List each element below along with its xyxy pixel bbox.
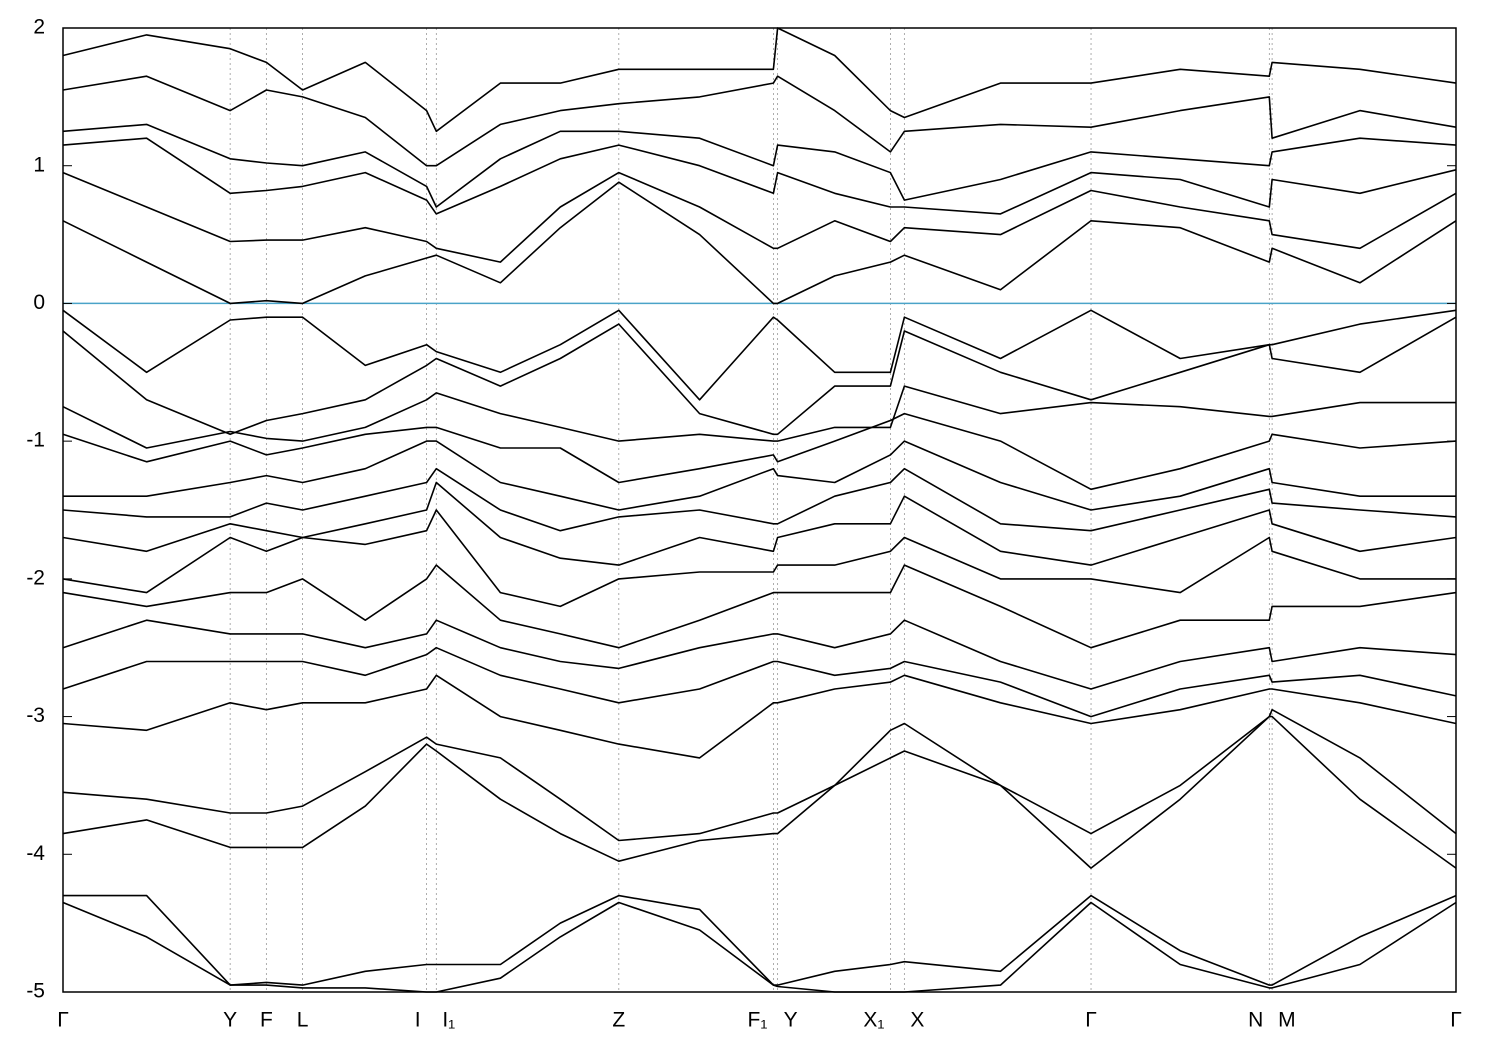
x-tick-label: Y (223, 1009, 237, 1032)
x-tick-label: Γ (57, 1009, 69, 1032)
band-line (62, 619, 1457, 690)
band-line (62, 708, 1457, 842)
band-line (63, 440, 1456, 511)
x-tick-label: Y (784, 1009, 798, 1032)
band-line (62, 564, 1457, 649)
y-tick-label: -3 (26, 704, 45, 727)
band-line (62, 27, 1457, 133)
y-tick-label: -4 (26, 842, 45, 865)
x-tick-label: N (1248, 1009, 1263, 1032)
band-line (62, 137, 1457, 215)
x-tick-label: F₁ (748, 1009, 768, 1032)
y-tick-label: -5 (26, 980, 45, 1003)
plot-frame (62, 27, 1457, 993)
y-tick-label: 0 (33, 291, 45, 314)
band-line (62, 309, 1457, 401)
band-line (62, 509, 1456, 608)
plot-area (62, 27, 1457, 993)
x-tick-label: L (297, 1009, 309, 1032)
band-line (62, 385, 1456, 449)
band-line (62, 123, 1457, 208)
x-tick-label: Γ (1085, 1009, 1097, 1032)
x-tick-label: X₁ (863, 1009, 884, 1032)
band-line (62, 715, 1457, 869)
x-tick-label: I₁ (442, 1009, 455, 1032)
band-line (62, 467, 1457, 532)
band-line (62, 901, 1457, 993)
y-tick-label: 2 (33, 16, 45, 39)
band-line (62, 646, 1457, 718)
band-line (62, 181, 1457, 305)
band-line (62, 75, 1457, 167)
x-tick-label: X (910, 1009, 924, 1032)
band-line (62, 674, 1457, 759)
band-line (62, 316, 1457, 436)
x-tick-label: F (260, 1009, 273, 1032)
x-tick-label: Γ (1450, 1009, 1462, 1032)
band-line (63, 894, 1457, 986)
band-line (62, 171, 1457, 263)
x-tick-label: I (415, 1009, 421, 1032)
y-tick-label: -1 (26, 429, 45, 452)
y-tick-label: -2 (26, 566, 45, 589)
y-tick-label: 1 (33, 153, 45, 176)
band-line (62, 412, 1457, 491)
band-line (62, 481, 1457, 566)
x-tick-label: M (1278, 1009, 1296, 1032)
x-tick-label: Z (612, 1009, 625, 1032)
